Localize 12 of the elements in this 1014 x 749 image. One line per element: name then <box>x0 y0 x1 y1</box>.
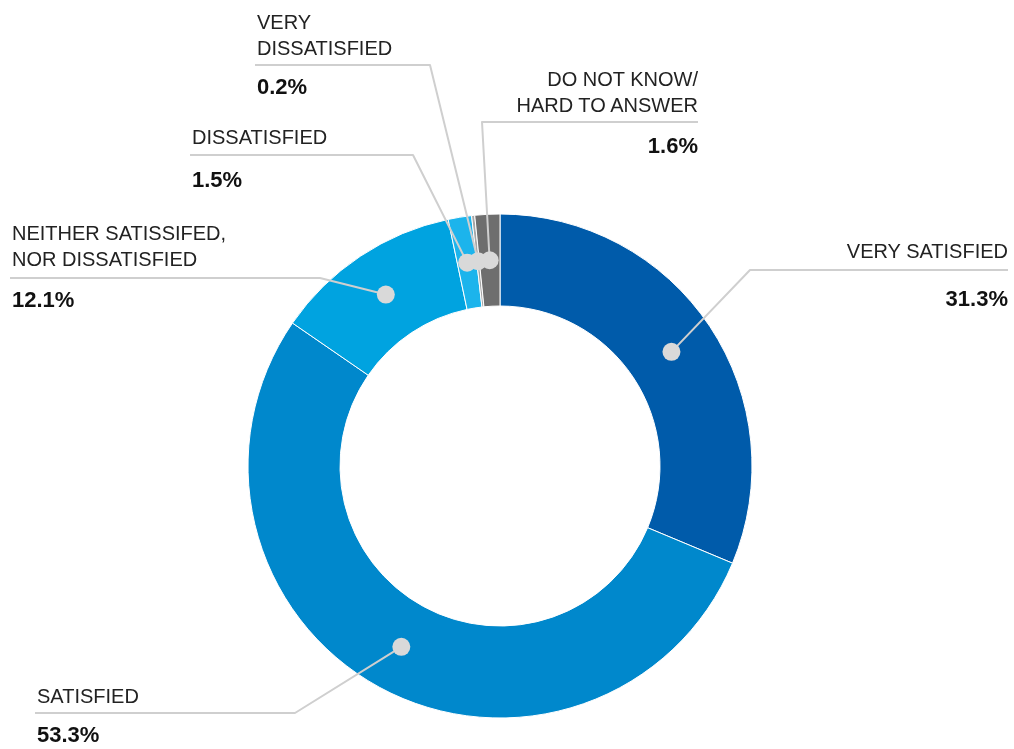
data-label: 1.6% <box>647 133 698 158</box>
slice-label: DISSATISFIED <box>192 126 328 148</box>
slice-label: DO NOT KNOW/ HARD TO ANSWER <box>516 68 699 116</box>
data-label: 53.3% <box>37 722 100 747</box>
slice-label: NEITHER SATISSIFED, NOR DISSATISFIED <box>12 222 227 270</box>
data-label: 12.1% <box>12 287 75 312</box>
slice-label: SATISFIED <box>37 685 139 707</box>
slice-label: VERY SATISFIED <box>846 240 1008 262</box>
data-label: 31.3% <box>945 286 1008 311</box>
slice-label: VERY DISSATISFIED <box>257 11 393 59</box>
data-label: 0.2% <box>257 74 308 99</box>
data-label: 1.5% <box>192 167 243 192</box>
